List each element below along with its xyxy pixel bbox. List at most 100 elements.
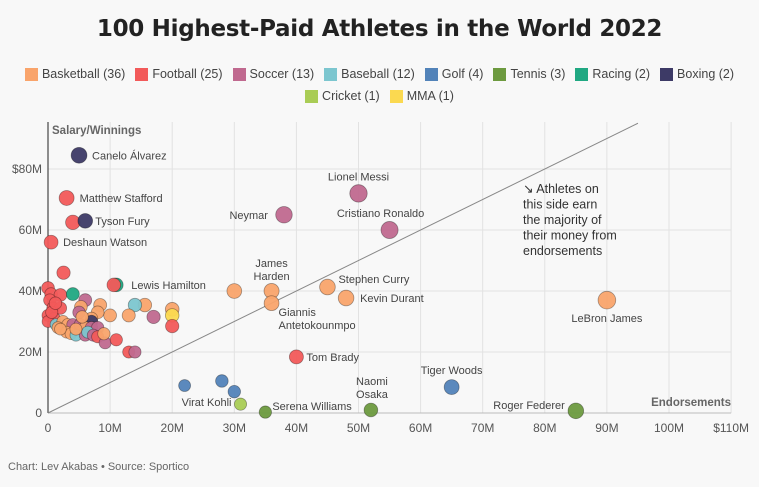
point-football <box>106 277 122 293</box>
annotation-line: this side earn <box>523 198 597 212</box>
point-golf <box>443 379 460 395</box>
legend-swatch <box>324 67 338 81</box>
point-label: Neymar <box>229 210 268 222</box>
point-labels: Canelo Álvarez Matthew Stafford Tyson Fury… <box>63 149 643 413</box>
legend-swatch <box>424 67 438 81</box>
point-label: Kevin Durant <box>360 293 424 305</box>
y-tick-label: 20M <box>19 345 42 359</box>
legend-label: Boxing (2) <box>677 67 735 81</box>
points <box>41 146 617 420</box>
point-label: Serena Williams <box>272 401 352 413</box>
legend-label: Cricket (1) <box>322 89 380 103</box>
legend-label: Baseball (12) <box>341 67 415 81</box>
point-soccer <box>380 221 399 239</box>
point-basketball <box>319 278 336 296</box>
legend-item-cricket: Cricket (1) <box>305 89 380 103</box>
point-cricket <box>233 397 248 411</box>
point-golf <box>178 379 192 392</box>
point-football <box>56 265 71 280</box>
legend-label: Basketball (36) <box>41 67 126 81</box>
legend-item-baseball: Baseball (12) <box>324 67 415 81</box>
x-tick-label: 30M <box>223 421 246 435</box>
point-label: Lionel Messi <box>328 171 389 183</box>
point-baseball <box>127 297 143 313</box>
point-basketball <box>75 310 89 324</box>
gridlines <box>48 122 732 413</box>
legend-label: MMA (1) <box>406 89 454 103</box>
legend-label: Football (25) <box>152 67 223 81</box>
legend-swatch <box>305 89 319 103</box>
point-basketball <box>54 322 67 336</box>
legend-swatch <box>24 67 38 81</box>
point-football <box>48 296 63 310</box>
legend-item-golf: Golf (4) <box>424 67 484 81</box>
legend-swatch <box>232 67 246 81</box>
y-axis-label: Salary/Winnings <box>52 125 141 137</box>
x-tick-label: 100M <box>654 421 684 435</box>
point-label: Tiger Woods <box>421 365 483 377</box>
legend: Basketball (36) Football (25) Soccer (13) B… <box>0 67 759 103</box>
point-soccer <box>349 184 368 203</box>
x-tick-label: 10M <box>98 421 121 435</box>
point-label: LeBron James <box>571 313 642 325</box>
legend-swatch <box>493 67 507 81</box>
legend-swatch <box>135 67 149 81</box>
annotation-line: their money from <box>523 229 617 243</box>
reference-line-y-equals-x <box>47 122 639 414</box>
point-basketball <box>597 290 617 310</box>
point-label: Giannis Antetokounmpo <box>279 307 356 332</box>
point-football <box>58 190 75 206</box>
legend-item-football: Football (25) <box>135 67 223 81</box>
legend-label: Racing (2) <box>592 67 651 81</box>
legend-swatch <box>660 67 674 81</box>
y-tick-label: 60M <box>19 223 42 237</box>
point-racing <box>65 287 80 301</box>
point-soccer <box>146 309 161 325</box>
point-football <box>109 333 123 347</box>
x-tick-label: 60M <box>409 421 432 435</box>
x-tick-label: 20M <box>161 421 184 435</box>
point-basketball <box>97 327 111 341</box>
legend-item-mma: MMA (1) <box>389 89 454 103</box>
point-label: Canelo Álvarez <box>92 149 167 162</box>
point-label: Matthew Stafford <box>80 193 163 205</box>
point-label: Roger Federer <box>493 400 565 412</box>
legend-swatch <box>575 67 589 81</box>
point-label: James Harden <box>254 258 290 283</box>
point-basketball <box>337 289 355 307</box>
point-basketball <box>103 308 117 323</box>
x-tick-label: 70M <box>471 421 494 435</box>
point-basketball <box>69 322 83 336</box>
legend-label: Soccer (13) <box>249 67 315 81</box>
point-tennis <box>567 402 585 420</box>
y-tick-label: 40M <box>19 284 42 298</box>
point-soccer <box>275 206 293 224</box>
point-label: Cristiano Ronaldo <box>337 208 424 220</box>
point-label: Deshaun Watson <box>63 237 147 249</box>
annotation-line: endorsements <box>523 244 602 258</box>
legend-item-tennis: Tennis (3) <box>493 67 565 81</box>
point-basketball <box>121 308 136 323</box>
x-tick-label: 90M <box>595 421 618 435</box>
legend-item-soccer: Soccer (13) <box>232 67 315 81</box>
point-football <box>165 318 180 334</box>
point-label: Naomi Osaka <box>356 376 389 401</box>
legend-swatch <box>389 89 403 103</box>
legend-label: Golf (4) <box>441 67 484 81</box>
x-tick-label: $110M <box>713 421 749 435</box>
x-axis-label: Endorsements <box>651 397 731 409</box>
source-credit: Chart: Lev Akabas • Source: Sportico <box>8 461 190 473</box>
legend-item-boxing: Boxing (2) <box>660 67 734 81</box>
legend-label: Tennis (3) <box>510 67 566 81</box>
y-tick-label: 0 <box>35 406 42 420</box>
point-football <box>43 234 59 250</box>
point-label: Tyson Fury <box>95 216 150 228</box>
point-football <box>288 349 304 365</box>
legend-item-basketball: Basketball (36) <box>24 67 126 81</box>
point-label: Lewis Hamilton <box>131 280 206 292</box>
annotation-line: ↘ Athletes on <box>523 182 599 196</box>
x-tick-label: 40M <box>285 421 308 435</box>
x-tick-label: 50M <box>347 421 370 435</box>
point-boxing <box>70 146 88 164</box>
